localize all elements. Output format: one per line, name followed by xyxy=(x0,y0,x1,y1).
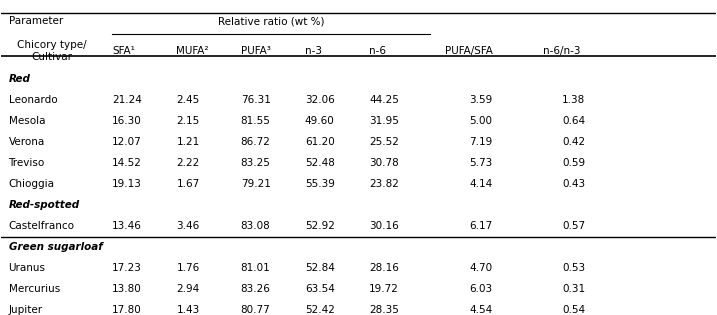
Text: 4.54: 4.54 xyxy=(469,305,493,315)
Text: 52.42: 52.42 xyxy=(305,305,335,315)
Text: 81.55: 81.55 xyxy=(241,116,270,126)
Text: 0.43: 0.43 xyxy=(562,179,585,189)
Text: 86.72: 86.72 xyxy=(241,137,270,147)
Text: Parameter: Parameter xyxy=(9,16,63,26)
Text: Mercurius: Mercurius xyxy=(9,284,60,294)
Text: 30.16: 30.16 xyxy=(369,221,399,231)
Text: n-3: n-3 xyxy=(305,46,322,56)
Text: 79.21: 79.21 xyxy=(241,179,270,189)
Text: 31.95: 31.95 xyxy=(369,116,399,126)
Text: 3.46: 3.46 xyxy=(176,221,199,231)
Text: 1.76: 1.76 xyxy=(176,263,199,273)
Text: Uranus: Uranus xyxy=(9,263,46,273)
Text: 28.35: 28.35 xyxy=(369,305,399,315)
Text: Relative ratio (wt %): Relative ratio (wt %) xyxy=(218,16,324,26)
Text: PUFA³: PUFA³ xyxy=(241,46,270,56)
Text: 13.80: 13.80 xyxy=(112,284,142,294)
Text: 5.00: 5.00 xyxy=(469,116,492,126)
Text: 4.70: 4.70 xyxy=(469,263,493,273)
Text: MUFA²: MUFA² xyxy=(176,46,209,56)
Text: 14.52: 14.52 xyxy=(112,158,142,168)
Text: 2.15: 2.15 xyxy=(176,116,199,126)
Text: 52.48: 52.48 xyxy=(305,158,335,168)
Text: 19.72: 19.72 xyxy=(369,284,399,294)
Text: n-6: n-6 xyxy=(369,46,386,56)
Text: 2.45: 2.45 xyxy=(176,94,199,105)
Text: 55.39: 55.39 xyxy=(305,179,335,189)
Text: 44.25: 44.25 xyxy=(369,94,399,105)
Text: 0.64: 0.64 xyxy=(562,116,585,126)
Text: 76.31: 76.31 xyxy=(241,94,270,105)
Text: 0.59: 0.59 xyxy=(562,158,585,168)
Text: 17.80: 17.80 xyxy=(112,305,142,315)
Text: 52.84: 52.84 xyxy=(305,263,335,273)
Text: 3.59: 3.59 xyxy=(469,94,493,105)
Text: 0.31: 0.31 xyxy=(562,284,585,294)
Text: Verona: Verona xyxy=(9,137,44,147)
Text: 0.53: 0.53 xyxy=(562,263,585,273)
Text: 80.77: 80.77 xyxy=(241,305,270,315)
Text: 0.57: 0.57 xyxy=(562,221,585,231)
Text: 6.03: 6.03 xyxy=(469,284,493,294)
Text: 83.26: 83.26 xyxy=(241,284,270,294)
Text: 32.06: 32.06 xyxy=(305,94,335,105)
Text: 7.19: 7.19 xyxy=(469,137,493,147)
Text: 19.13: 19.13 xyxy=(112,179,142,189)
Text: 6.17: 6.17 xyxy=(469,221,493,231)
Text: Chicory type/
Cultivar: Chicory type/ Cultivar xyxy=(16,40,86,62)
Text: Leonardo: Leonardo xyxy=(9,94,57,105)
Text: 28.16: 28.16 xyxy=(369,263,399,273)
Text: 2.22: 2.22 xyxy=(176,158,199,168)
Text: 81.01: 81.01 xyxy=(241,263,270,273)
Text: 12.07: 12.07 xyxy=(112,137,142,147)
Text: 16.30: 16.30 xyxy=(112,116,142,126)
Text: 83.08: 83.08 xyxy=(241,221,270,231)
Text: PUFA/SFA: PUFA/SFA xyxy=(445,46,493,56)
Text: 49.60: 49.60 xyxy=(305,116,335,126)
Text: Treviso: Treviso xyxy=(9,158,44,168)
Text: 30.78: 30.78 xyxy=(369,158,399,168)
Text: 21.24: 21.24 xyxy=(112,94,142,105)
Text: 0.42: 0.42 xyxy=(562,137,585,147)
Text: 1.43: 1.43 xyxy=(176,305,199,315)
Text: 1.38: 1.38 xyxy=(562,94,585,105)
Text: Chioggia: Chioggia xyxy=(9,179,54,189)
Text: 83.25: 83.25 xyxy=(241,158,270,168)
Text: Mesola: Mesola xyxy=(9,116,45,126)
Text: Green sugarloaf: Green sugarloaf xyxy=(9,242,103,252)
Text: 13.46: 13.46 xyxy=(112,221,142,231)
Text: 1.67: 1.67 xyxy=(176,179,199,189)
Text: 4.14: 4.14 xyxy=(469,179,493,189)
Text: 2.94: 2.94 xyxy=(176,284,199,294)
Text: 52.92: 52.92 xyxy=(305,221,335,231)
Text: Red-spotted: Red-spotted xyxy=(9,200,80,210)
Text: 63.54: 63.54 xyxy=(305,284,335,294)
Text: n-6/n-3: n-6/n-3 xyxy=(543,46,581,56)
Text: 0.54: 0.54 xyxy=(562,305,585,315)
Text: 17.23: 17.23 xyxy=(112,263,142,273)
Text: Jupiter: Jupiter xyxy=(9,305,42,315)
Text: Red: Red xyxy=(9,74,30,84)
Text: 5.73: 5.73 xyxy=(469,158,493,168)
Text: 61.20: 61.20 xyxy=(305,137,335,147)
Text: 25.52: 25.52 xyxy=(369,137,399,147)
Text: 23.82: 23.82 xyxy=(369,179,399,189)
Text: SFA¹: SFA¹ xyxy=(112,46,135,56)
Text: Castelfranco: Castelfranco xyxy=(9,221,75,231)
Text: 1.21: 1.21 xyxy=(176,137,199,147)
